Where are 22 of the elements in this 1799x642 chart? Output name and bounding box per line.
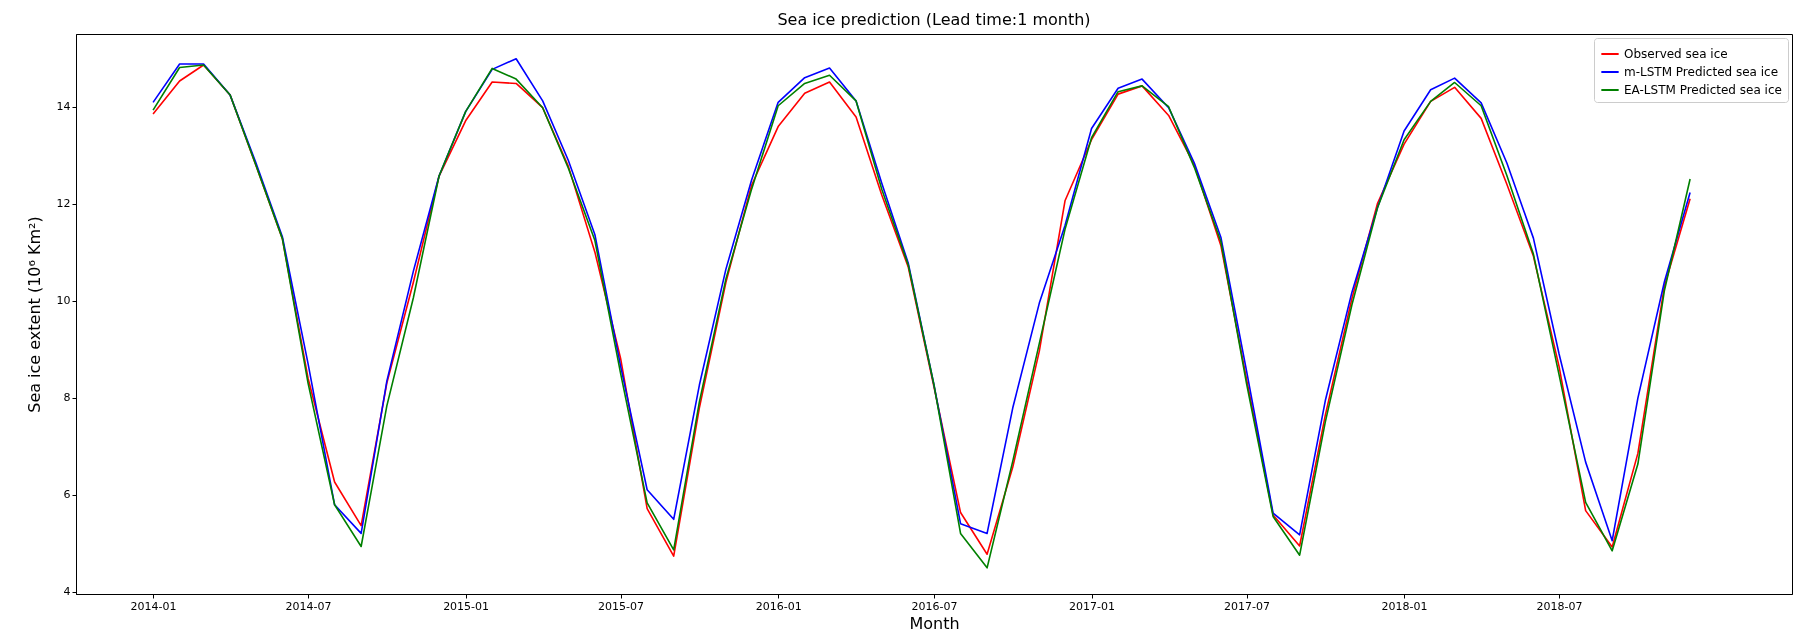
x-axis-title: Month <box>909 613 960 633</box>
x-tick-label: 2017-01 <box>1069 599 1116 613</box>
x-tick-label: 2018-07 <box>1536 599 1583 613</box>
y-tick-label: 10 <box>56 294 71 308</box>
x-tick-label: 2016-07 <box>911 599 958 613</box>
y-tick-label: 6 <box>63 488 71 502</box>
x-tick-label: 2015-01 <box>443 599 490 613</box>
x-tick-label: 2015-07 <box>598 599 645 613</box>
y-tick-label: 4 <box>63 585 71 599</box>
legend-label: EA-LSTM Predicted sea ice <box>1624 83 1782 97</box>
x-tick-label: 2017-07 <box>1224 599 1271 613</box>
legend-label: m-LSTM Predicted sea ice <box>1624 65 1779 79</box>
y-tick-label: 14 <box>56 100 71 114</box>
y-tick-label: 8 <box>63 391 71 405</box>
x-tick-label: 2016-01 <box>755 599 802 613</box>
chart-title: Sea ice prediction (Lead time:1 month) <box>777 10 1091 29</box>
x-tick-label: 2014-07 <box>285 599 332 613</box>
y-tick-label: 12 <box>56 197 71 211</box>
x-tick-label: 2018-01 <box>1381 599 1428 613</box>
legend-label: Observed sea ice <box>1624 47 1728 61</box>
x-tick-label: 2014-01 <box>130 599 177 613</box>
y-axis-title: Sea ice extent (10⁶ Km²) <box>24 216 44 413</box>
